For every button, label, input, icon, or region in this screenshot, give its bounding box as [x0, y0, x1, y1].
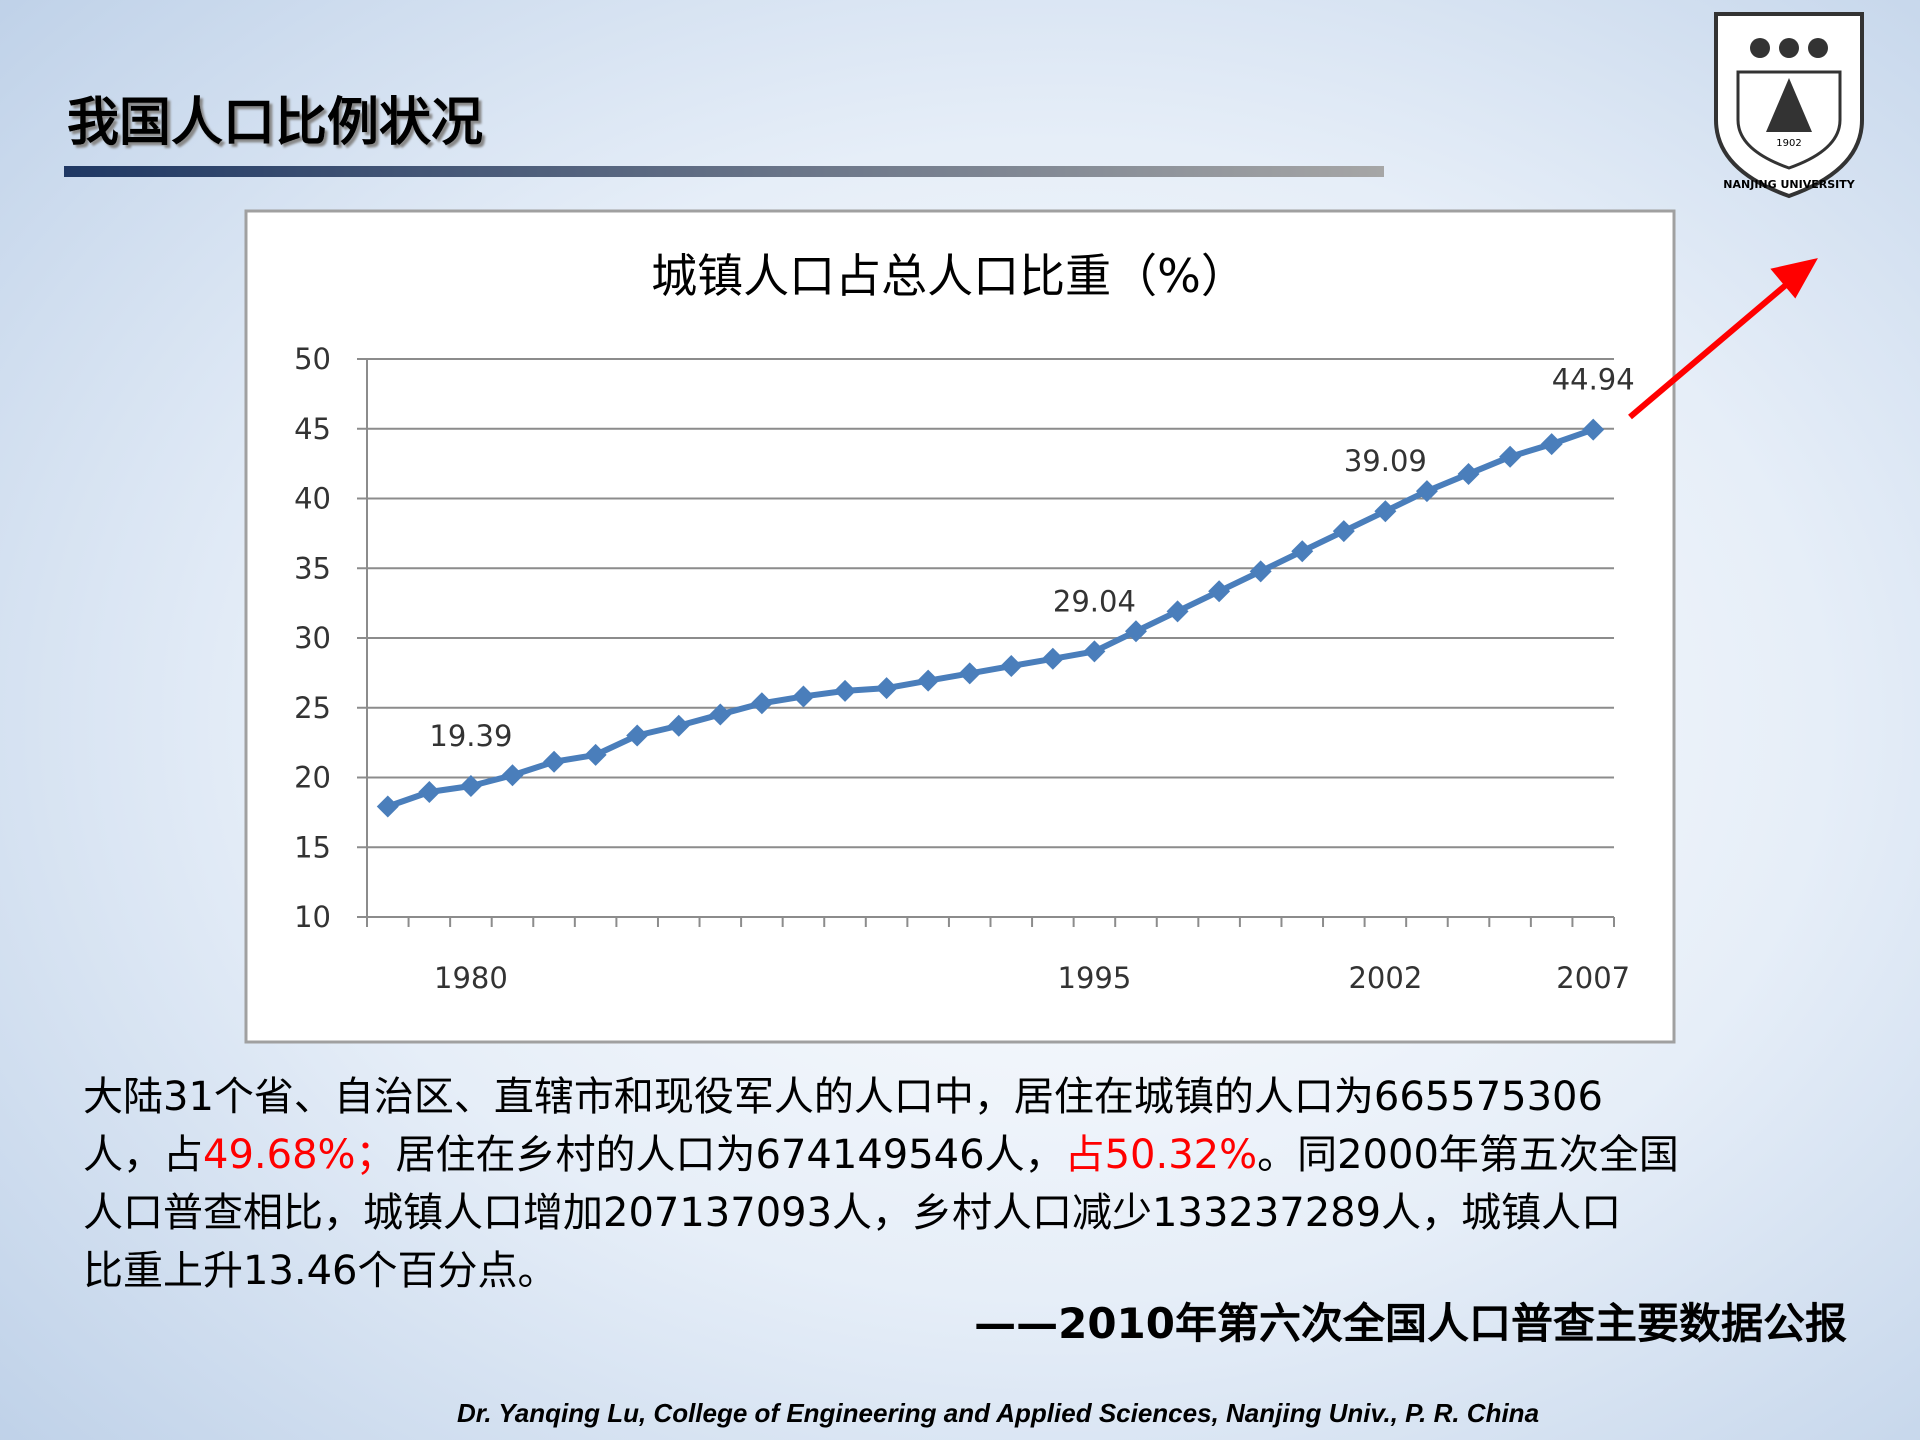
data-point: [750, 692, 773, 715]
data-point: [1374, 500, 1397, 523]
data-point: [792, 685, 815, 708]
y-tick-label: 35: [294, 551, 331, 585]
data-point: [1540, 433, 1563, 456]
data-point: [667, 714, 690, 737]
data-label: 19.39: [429, 719, 512, 753]
chart-frame: [244, 209, 1676, 1044]
y-tick-label: 50: [294, 342, 331, 376]
data-point: [958, 662, 981, 685]
body-text: 大陆31个省、自治区、直辖市和现役军人的人口中，居住在城镇的人口为6655753…: [83, 1074, 1679, 1294]
y-tick-label: 40: [294, 482, 331, 516]
data-point: [459, 775, 482, 798]
data-point: [1083, 640, 1106, 663]
data-label: 29.04: [1053, 584, 1136, 618]
title-underline: [64, 166, 1384, 177]
data-point: [709, 703, 732, 726]
body-line: 人口普查相比，城镇人口增加207137093人，乡村人口减少133237289人…: [83, 1190, 1621, 1236]
x-tick-label: 2002: [1348, 961, 1422, 995]
x-tick-label: 1995: [1058, 961, 1132, 995]
data-label: 44.94: [1552, 363, 1635, 397]
data-point: [1332, 520, 1355, 543]
data-point: [1499, 445, 1522, 468]
body-segment: 人，占: [83, 1132, 203, 1178]
body-line: 大陆31个省、自治区、直辖市和现役军人的人口中，居住在城镇的人口为6655753…: [83, 1074, 1603, 1120]
data-point: [1000, 655, 1023, 678]
data-point: [626, 724, 649, 747]
arrow: [1628, 258, 1818, 420]
data-point: [376, 795, 399, 818]
data-label: 39.09: [1344, 444, 1427, 478]
data-point: [1415, 480, 1438, 503]
data-point: [1249, 560, 1272, 583]
logo-year: 1902: [1776, 138, 1801, 149]
y-tick-label: 45: [294, 412, 331, 446]
data-point: [1457, 462, 1480, 485]
data-point: [1124, 620, 1147, 643]
data-point: [1041, 647, 1064, 670]
body-segment: 人口普查相比，城镇人口增加207137093人，乡村人口减少133237289人…: [83, 1190, 1621, 1236]
footer: Dr. Yanqing Lu, College of Engineering a…: [457, 1398, 1539, 1428]
data-point: [917, 669, 940, 692]
y-tick-label: 15: [294, 830, 331, 864]
x-tick-label: 2007: [1556, 961, 1630, 995]
source: ——2010年第六次全国人口普查主要数据公报: [974, 1299, 1847, 1348]
y-tick-label: 10: [294, 900, 331, 934]
plot: 10 15 20 25 30 35 40 45 50 1980 1995 2002 2007 19.39 2…: [294, 342, 1635, 995]
data-point: [418, 781, 441, 804]
y-tick-label: 20: [294, 761, 331, 795]
body-segment: 49.68%；: [203, 1132, 396, 1178]
data-point: [834, 679, 857, 702]
logo-name: NANJING UNIVERSITY: [1723, 178, 1855, 191]
body-segment: 居住在乡村的人口为674149546人，: [396, 1132, 1065, 1178]
data-point: [1291, 540, 1314, 563]
data-point: [1582, 418, 1605, 441]
data-point: [1166, 600, 1189, 623]
data-point: [543, 750, 566, 773]
x-tick-label: 1980: [434, 961, 508, 995]
chart-title: 城镇人口占总人口比重（%）: [651, 249, 1247, 303]
slide-title: 我国人口比例状况: [67, 92, 483, 153]
body-segment: 比重上升13.46个百分点。: [83, 1248, 558, 1294]
y-tick-label: 30: [294, 621, 331, 655]
body-line: 比重上升13.46个百分点。: [83, 1248, 558, 1294]
data-point: [501, 764, 524, 787]
data-point: [875, 677, 898, 700]
y-tick-label: 25: [294, 691, 331, 725]
body-segment: 大陆31个省、自治区、直辖市和现役军人的人口中，居住在城镇的人口为6655753…: [83, 1074, 1603, 1120]
body-segment: 占50.32%: [1065, 1132, 1258, 1178]
logo: NANJING UNIVERSITY 1902: [1714, 12, 1864, 199]
data-point: [584, 743, 607, 766]
body-segment: 。同2000年第五次全国: [1257, 1132, 1679, 1178]
body-line: 人，占49.68%；居住在乡村的人口为674149546人，占50.32%。同2…: [83, 1132, 1679, 1178]
data-point: [1208, 580, 1231, 603]
